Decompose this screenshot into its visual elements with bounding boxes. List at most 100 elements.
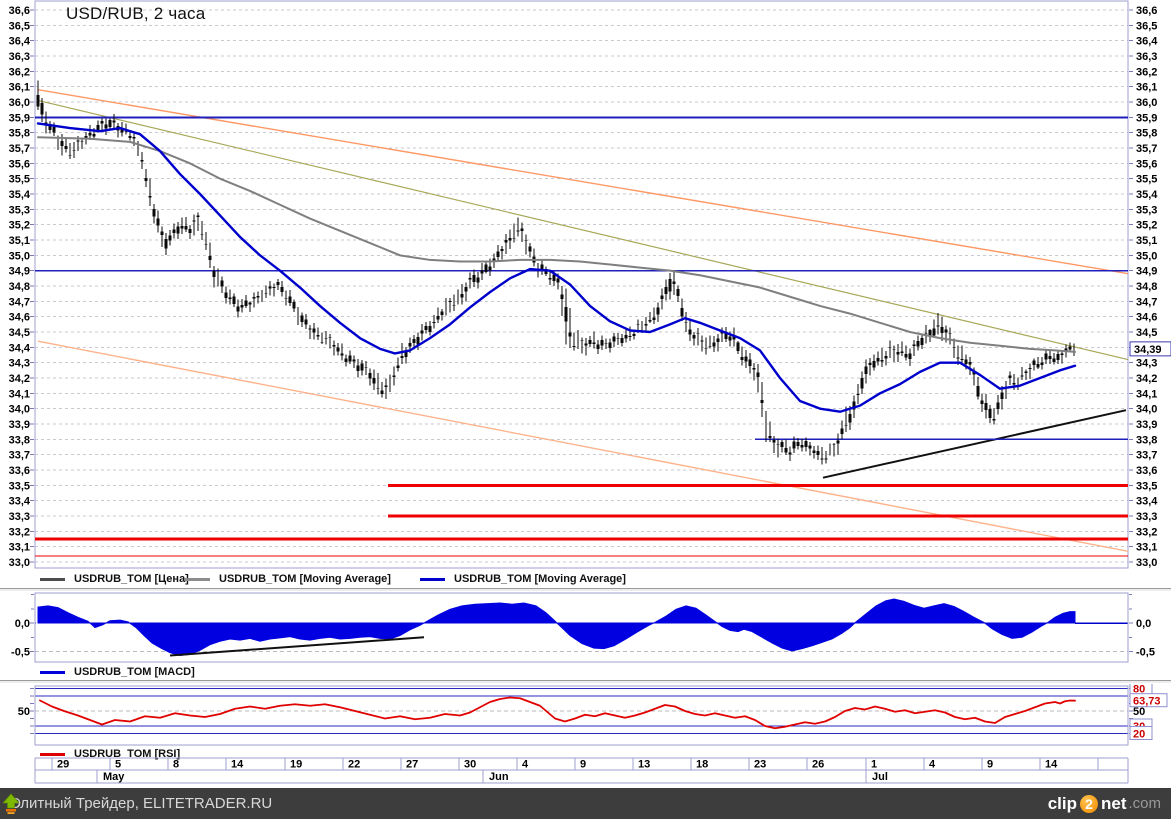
svg-text:36,0: 36,0 — [9, 97, 30, 109]
svg-text:50: 50 — [1133, 706, 1145, 718]
svg-text:34,0: 34,0 — [1136, 404, 1157, 416]
svg-text:35,2: 35,2 — [1136, 220, 1157, 232]
svg-text:22: 22 — [348, 759, 360, 771]
svg-text:34,1: 34,1 — [1136, 388, 1157, 400]
svg-text:63,73: 63,73 — [1133, 696, 1161, 708]
svg-text:33,9: 33,9 — [1136, 419, 1157, 431]
svg-text:33,3: 33,3 — [1136, 511, 1157, 523]
svg-text:36,5: 36,5 — [9, 20, 30, 32]
svg-text:35,2: 35,2 — [9, 220, 30, 232]
svg-text:18: 18 — [696, 759, 708, 771]
svg-text:Jul: Jul — [872, 771, 888, 783]
svg-text:35,1: 35,1 — [9, 235, 30, 247]
footer-credit: Элитный Трейдер, ELITETRADER.RU — [10, 795, 273, 812]
legend-item-ma-slow: USDRUB_TOM [Moving Average] — [185, 571, 391, 587]
logo-text-clip: clip — [1047, 793, 1077, 813]
svg-text:33,6: 33,6 — [9, 465, 30, 477]
svg-text:4: 4 — [929, 759, 936, 771]
svg-text:35,4: 35,4 — [9, 189, 31, 201]
svg-text:34,0: 34,0 — [9, 404, 30, 416]
svg-text:33,3: 33,3 — [9, 511, 30, 523]
svg-text:36,0: 36,0 — [1136, 97, 1157, 109]
svg-text:0,0: 0,0 — [15, 618, 30, 630]
svg-text:34,4: 34,4 — [9, 342, 31, 354]
macd-swatch — [40, 670, 65, 674]
legend-item-price: USDRUB_TOM [Цена] — [40, 571, 189, 587]
svg-text:36,6: 36,6 — [9, 5, 30, 17]
svg-text:35,6: 35,6 — [9, 158, 30, 170]
svg-text:50: 50 — [18, 706, 30, 718]
logo-text-net: net — [1100, 793, 1127, 813]
macd-panel: 0,0 0,0 -0,5 -0,5 — [11, 592, 1155, 663]
footer-bar: Элитный Трейдер, ELITETRADER.RU clip 2 n… — [0, 788, 1171, 819]
svg-text:34,2: 34,2 — [9, 373, 30, 385]
svg-text:36,6: 36,6 — [1136, 5, 1157, 17]
legend-label-ma-fast: USDRUB_TOM [Moving Average] — [454, 573, 626, 585]
svg-text:27: 27 — [406, 759, 418, 771]
svg-text:35,6: 35,6 — [1136, 158, 1157, 170]
legend-item-rsi: USDRUB_TOM [RSI] — [40, 746, 180, 762]
svg-text:33,7: 33,7 — [9, 450, 30, 462]
svg-text:33,7: 33,7 — [1136, 450, 1157, 462]
macd-legend: USDRUB_TOM [MACD] — [0, 664, 1171, 680]
svg-text:36,1: 36,1 — [9, 82, 30, 94]
logo-text-com: .com — [1128, 795, 1161, 812]
svg-text:34,6: 34,6 — [1136, 312, 1157, 324]
svg-text:Jun: Jun — [489, 771, 509, 783]
panel-divider — [0, 588, 1171, 592]
svg-text:80: 80 — [1133, 684, 1145, 696]
clip2net-logo: clip 2 net .com — [2, 793, 1161, 814]
rsi-swatch — [40, 752, 65, 756]
chart-title: USD/RUB, 2 часа — [66, 4, 206, 23]
svg-text:35,9: 35,9 — [9, 112, 30, 124]
svg-text:14: 14 — [1045, 759, 1058, 771]
legend-label-rsi: USDRUB_TOM [RSI] — [74, 748, 181, 760]
svg-text:36,3: 36,3 — [9, 51, 30, 63]
svg-text:36,1: 36,1 — [1136, 82, 1157, 94]
ma-fast-line-swatch — [420, 577, 445, 581]
svg-text:35,7: 35,7 — [9, 143, 30, 155]
svg-text:34,6: 34,6 — [9, 312, 30, 324]
svg-text:19: 19 — [290, 759, 302, 771]
svg-text:33,5: 33,5 — [1136, 480, 1157, 492]
svg-text:34,5: 34,5 — [1136, 327, 1157, 339]
svg-text:35,0: 35,0 — [9, 250, 30, 262]
svg-text:35,8: 35,8 — [1136, 128, 1157, 140]
svg-text:-0,5: -0,5 — [1136, 647, 1155, 659]
svg-text:33,8: 33,8 — [1136, 434, 1157, 446]
svg-text:0,0: 0,0 — [1136, 618, 1151, 630]
legend-item-macd: USDRUB_TOM [MACD] — [40, 664, 195, 680]
svg-text:36,2: 36,2 — [1136, 66, 1157, 78]
svg-text:33,0: 33,0 — [1136, 557, 1157, 569]
svg-text:23: 23 — [754, 759, 766, 771]
svg-text:33,1: 33,1 — [1136, 542, 1157, 554]
svg-text:34,39: 34,39 — [1134, 344, 1162, 356]
svg-text:34,3: 34,3 — [1136, 358, 1157, 370]
svg-text:34,9: 34,9 — [9, 266, 30, 278]
svg-text:35,5: 35,5 — [1136, 174, 1157, 186]
svg-text:34,9: 34,9 — [1136, 266, 1157, 278]
svg-text:34,3: 34,3 — [9, 358, 30, 370]
svg-text:33,5: 33,5 — [9, 480, 30, 492]
svg-text:4: 4 — [522, 759, 529, 771]
svg-text:33,8: 33,8 — [9, 434, 30, 446]
legend-item-ma-fast: USDRUB_TOM [Moving Average] — [420, 571, 626, 587]
price-line-swatch — [40, 577, 65, 581]
svg-text:34,1: 34,1 — [9, 388, 30, 400]
svg-text:36,2: 36,2 — [9, 66, 30, 78]
svg-text:34,5: 34,5 — [9, 327, 30, 339]
svg-text:36,4: 36,4 — [1136, 36, 1158, 48]
svg-text:35,5: 35,5 — [9, 174, 30, 186]
svg-text:35,3: 35,3 — [9, 204, 30, 216]
svg-text:30: 30 — [464, 759, 476, 771]
svg-text:35,3: 35,3 — [1136, 204, 1157, 216]
svg-text:20: 20 — [1133, 729, 1145, 741]
svg-text:33,0: 33,0 — [9, 557, 30, 569]
svg-text:36,4: 36,4 — [9, 36, 31, 48]
svg-text:34,8: 34,8 — [1136, 281, 1157, 293]
svg-text:34,7: 34,7 — [9, 296, 30, 308]
svg-text:33,2: 33,2 — [9, 526, 30, 538]
svg-text:35,7: 35,7 — [1136, 143, 1157, 155]
